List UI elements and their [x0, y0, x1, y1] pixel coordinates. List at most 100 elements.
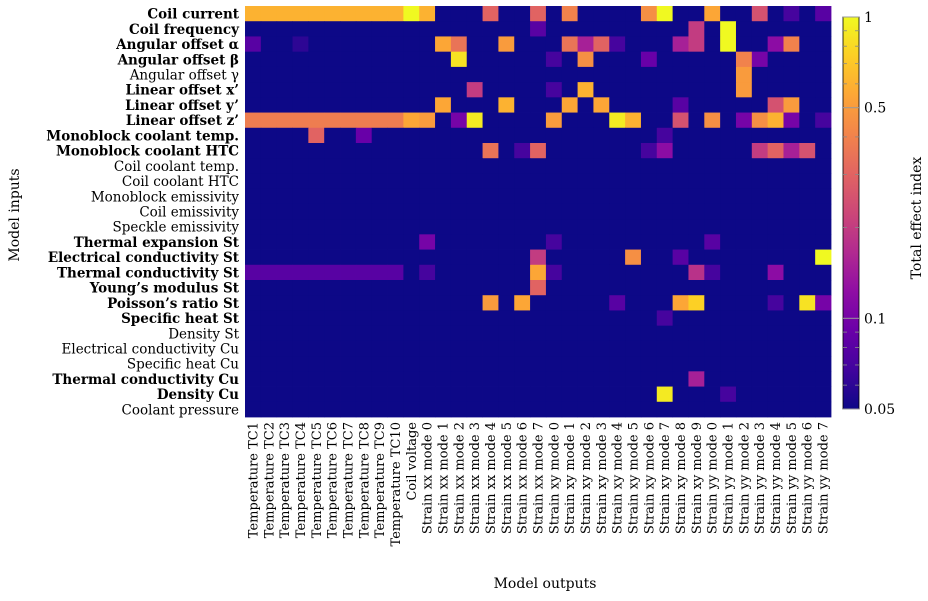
heatmap-cell-r7-c17 [514, 112, 531, 129]
heatmap-cell-r2-c17 [514, 36, 531, 53]
heatmap-cell-r24-c9 [387, 371, 404, 387]
heatmap-cell-r18-c16 [498, 280, 515, 296]
heatmap-cell-r10-c21 [577, 158, 594, 174]
heatmap-cell-r8-c10 [403, 127, 420, 144]
heatmap-cell-r20-c18 [530, 310, 547, 327]
heatmap-cell-r1-c32 [751, 21, 769, 37]
heatmap-cell-r15-c11 [419, 234, 436, 250]
heatmap-cell-r19-c10 [403, 295, 420, 311]
heatmap-cell-r16-c3 [292, 249, 309, 266]
heatmap-cell-r25-c23 [609, 386, 626, 403]
heatmap-cell-r14-c8 [371, 219, 388, 235]
heatmap-cell-r21-c33 [767, 325, 784, 342]
heatmap-cell-r9-c0 [245, 143, 262, 159]
heatmap-cell-r11-c3 [292, 173, 309, 190]
heatmap-cell-r17-c34 [783, 264, 800, 281]
heatmap-cell-r18-c30 [720, 280, 737, 296]
heatmap-cell-r19-c6 [340, 295, 357, 311]
heatmap-cell-r5-c16 [498, 82, 515, 98]
heatmap-cell-r23-c1 [260, 356, 278, 372]
heatmap-cell-r18-c27 [672, 280, 689, 296]
heatmap-cell-r8-c13 [450, 127, 468, 144]
heatmap-cell-r12-c10 [403, 188, 420, 205]
heatmap-cell-r9-c32 [751, 143, 769, 159]
heatmap-cell-r1-c4 [308, 21, 325, 37]
heatmap-cell-r26-c28 [688, 401, 705, 418]
heatmap-cell-r0-c18 [530, 6, 547, 22]
heatmap-cell-r8-c21 [577, 127, 594, 144]
heatmap-cell-r14-c9 [387, 219, 404, 235]
heatmap-cell-r12-c7 [355, 188, 373, 205]
heatmap-cell-r15-c31 [735, 234, 753, 250]
heatmap-cell-r7-c18 [530, 112, 547, 129]
heatmap-cell-r3-c35 [799, 51, 816, 68]
heatmap-cell-r22-c34 [783, 340, 800, 357]
heatmap-cell-r23-c23 [609, 356, 626, 372]
heatmap-cell-r7-c7 [355, 112, 373, 129]
heatmap-cell-r4-c10 [403, 66, 420, 83]
heatmap-cell-r24-c36 [815, 371, 832, 387]
heatmap-cell-r1-c21 [577, 21, 594, 37]
x-tick-label: Strain xy mode 0 [547, 422, 562, 534]
heatmap-cell-r6-c7 [355, 97, 373, 113]
heatmap-cell-r14-c7 [355, 219, 373, 235]
heatmap-cell-r25-c20 [561, 386, 578, 403]
heatmap-cell-r13-c23 [609, 203, 626, 220]
heatmap-cell-r0-c33 [767, 6, 784, 22]
heatmap-cell-r1-c8 [371, 21, 388, 37]
heatmap-cell-r18-c4 [308, 280, 325, 296]
heatmap-cell-r19-c14 [466, 295, 483, 311]
heatmap-cell-r17-c36 [815, 264, 832, 281]
heatmap-cell-r23-c10 [403, 356, 420, 372]
heatmap-cell-r7-c28 [688, 112, 705, 129]
heatmap-cell-r5-c28 [688, 82, 705, 98]
heatmap-cell-r6-c34 [783, 97, 800, 113]
heatmap-cell-r24-c19 [545, 371, 563, 387]
heatmap-cell-r20-c14 [466, 310, 483, 327]
heatmap-cell-r10-c1 [260, 158, 278, 174]
heatmap-cell-r0-c34 [783, 6, 800, 22]
heatmap-cell-r21-c31 [735, 325, 753, 342]
heatmap-cell-r13-c10 [403, 203, 420, 220]
heatmap-cell-r13-c12 [435, 203, 452, 220]
heatmap-cell-r22-c21 [577, 340, 594, 357]
heatmap-cell-r20-c29 [704, 310, 721, 327]
heatmap-cell-r14-c28 [688, 219, 705, 235]
heatmap-cell-r10-c19 [545, 158, 563, 174]
heatmap-cell-r3-c6 [340, 51, 357, 68]
heatmap-cell-r5-c2 [276, 82, 293, 98]
heatmap-cell-r21-c35 [799, 325, 816, 342]
heatmap-cell-r0-c14 [466, 6, 483, 22]
heatmap-cell-r23-c8 [371, 356, 388, 372]
heatmap-cell-r25-c19 [545, 386, 563, 403]
heatmap-cell-r11-c20 [561, 173, 578, 190]
heatmap-cell-r5-c14 [466, 82, 483, 98]
heatmap-cell-r19-c0 [245, 295, 262, 311]
heatmap-cell-r16-c9 [387, 249, 404, 266]
heatmap-cell-r1-c1 [260, 21, 278, 37]
heatmap-cell-r7-c36 [815, 112, 832, 129]
heatmap-cell-r16-c30 [720, 249, 737, 266]
heatmap-cell-r2-c13 [450, 36, 468, 53]
heatmap-cell-r5-c35 [799, 82, 816, 98]
heatmap-cell-r11-c32 [751, 173, 769, 190]
heatmap-cell-r22-c35 [799, 340, 816, 357]
heatmap-cell-r26-c14 [466, 401, 483, 418]
heatmap-cell-r21-c16 [498, 325, 515, 342]
heatmap-cell-r25-c24 [625, 386, 642, 403]
heatmap-cell-r8-c24 [625, 127, 642, 144]
heatmap-cell-r26-c20 [561, 401, 578, 418]
heatmap-cell-r7-c30 [720, 112, 737, 129]
heatmap-cell-r18-c28 [688, 280, 705, 296]
heatmap-cell-r17-c30 [720, 264, 737, 281]
heatmap-cell-r8-c15 [482, 127, 499, 144]
heatmap-cell-r14-c35 [799, 219, 816, 235]
heatmap-cell-r25-c22 [593, 386, 610, 403]
heatmap-cell-r13-c20 [561, 203, 578, 220]
heatmap-cell-r4-c31 [735, 66, 753, 83]
heatmap-cell-r8-c7 [355, 127, 373, 144]
heatmap-cell-r12-c20 [561, 188, 578, 205]
heatmap-cell-r16-c23 [609, 249, 626, 266]
heatmap-cell-r21-c26 [656, 325, 674, 342]
heatmap-cell-r8-c4 [308, 127, 325, 144]
